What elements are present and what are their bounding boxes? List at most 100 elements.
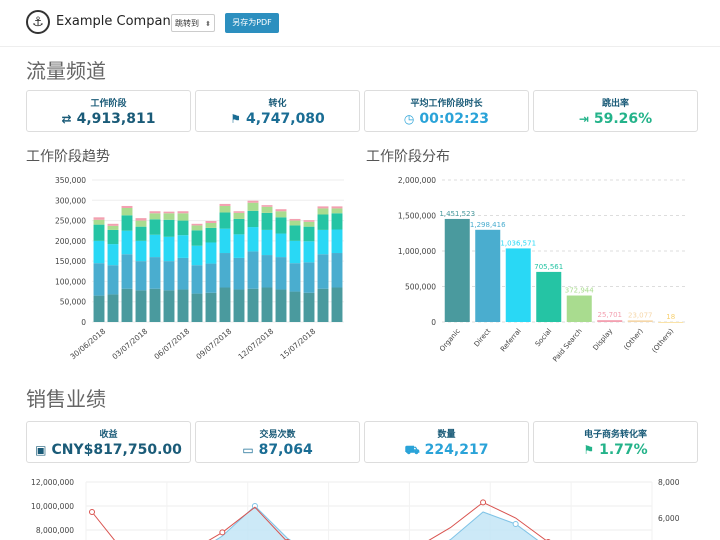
y-tick-label: 200,000 <box>55 237 86 246</box>
bar-segment <box>205 220 217 224</box>
data-label: 705,561 <box>534 263 563 271</box>
area-point <box>512 521 519 527</box>
select-caret-icon: ⬍ <box>205 20 211 28</box>
bar-segment <box>261 205 273 207</box>
kpi-value-row: ⇥ 59.26% <box>534 111 697 127</box>
bar-segment <box>275 289 287 322</box>
bar-segment <box>93 219 105 225</box>
bar-segment <box>135 220 147 227</box>
bar-segment <box>261 212 273 230</box>
bar-segment <box>177 235 189 258</box>
y-tick-label: 12,000,000 <box>31 478 74 487</box>
bar-segment <box>331 206 343 209</box>
credit-card-icon: ▭ <box>242 443 254 457</box>
bar <box>566 295 592 322</box>
y-tick-label: 500,000 <box>405 283 436 292</box>
traffic-section-title: 流量频道 <box>26 59 106 83</box>
bar-segment <box>275 209 287 212</box>
kpi-value: 4,913,811 <box>76 111 156 127</box>
flag-icon: ⚑ <box>230 112 241 126</box>
line-point <box>89 509 95 515</box>
bar-segment <box>93 295 105 322</box>
bar-segment <box>289 225 301 241</box>
y-tick-label: 100,000 <box>55 277 86 286</box>
bar-segment <box>177 211 189 214</box>
bar-segment <box>261 206 273 213</box>
bar-segment <box>121 230 133 255</box>
bar-segment <box>317 206 329 209</box>
bar-segment <box>205 292 217 322</box>
kpi-card: 数量 ⛟ 224,217 <box>364 421 529 463</box>
bar-segment <box>149 211 161 214</box>
bar-segment <box>289 291 301 322</box>
area-point <box>251 503 258 509</box>
traffic-kpi-row: 工作阶段 ⇄ 4,913,811 转化 ⚑ 4,747,080 平均工作阶段时长 ◷ 00:02… <box>26 90 698 132</box>
bar-segment <box>331 208 343 214</box>
x-tick-label: Display <box>592 327 615 352</box>
bar-segment <box>121 207 133 216</box>
x-tick-label: Paid Search <box>551 327 583 363</box>
bar-segment <box>149 288 161 322</box>
y-tick-label: 50,000 <box>60 298 86 307</box>
kpi-card: 平均工作阶段时长 ◷ 00:02:23 <box>364 90 529 132</box>
kpi-value: 4,747,080 <box>245 111 325 127</box>
x-tick-label: 12/07/2018 <box>236 326 275 361</box>
area-series <box>215 505 539 540</box>
data-label: 25,701 <box>598 311 623 319</box>
bar-segment <box>107 265 119 295</box>
save-as-pdf-button[interactable]: 另存为PDF <box>225 13 279 33</box>
kpi-label: 转化 <box>268 99 287 109</box>
y-tick-label: 300,000 <box>55 196 86 205</box>
sales-line-chart: 12,000,000 10,000,000 8,000,000 8,000 6,000 <box>31 478 680 540</box>
bar-segment <box>135 290 147 322</box>
kpi-value-row: ⇄ 4,913,811 <box>27 111 190 127</box>
kpi-value-row: ⚑ 1.77% <box>534 442 697 458</box>
kpi-value: 00:02:23 <box>419 111 490 127</box>
sessions-trend-title: 工作阶段趋势 <box>26 149 110 165</box>
x-tick-label: (Others) <box>651 327 676 355</box>
bar-segment <box>289 220 301 226</box>
y2-tick-label: 8,000 <box>658 478 680 487</box>
line-series <box>91 501 547 540</box>
y-tick-label: 0 <box>431 318 436 327</box>
bar-segment <box>205 227 217 243</box>
bar <box>597 320 623 322</box>
bar-segment <box>247 288 259 322</box>
kpi-value-row: ⚑ 4,747,080 <box>196 111 359 127</box>
bar-segment <box>205 263 217 293</box>
kpi-label: 数量 <box>437 430 456 440</box>
y-tick-label: 1,500,000 <box>398 212 436 221</box>
kpi-label: 电子商务转化率 <box>583 430 647 440</box>
sign-out-icon: ⇥ <box>578 112 589 126</box>
bar-segment <box>107 294 119 322</box>
jump-to-select[interactable]: 跳转到 ⬍ <box>171 14 215 32</box>
bar-segment <box>233 289 245 322</box>
bar-segment <box>261 229 273 256</box>
y-tick-label: 10,000,000 <box>31 502 74 511</box>
bar-segment <box>247 227 259 252</box>
bar-segment <box>233 212 245 219</box>
bar-segment <box>233 257 245 290</box>
bar-segment <box>191 293 203 322</box>
kpi-value-row: ▣ CNY$817,750.00 <box>27 442 190 458</box>
bar-segment <box>135 218 147 221</box>
bar-segment <box>93 263 105 296</box>
bar-segment <box>317 229 329 255</box>
flag-icon: ⚑ <box>583 443 595 457</box>
kpi-card: 跳出率 ⇥ 59.26% <box>533 90 698 132</box>
kpi-label: 跳出率 <box>601 99 629 109</box>
kpi-label: 交易次数 <box>259 430 296 440</box>
bar-segment <box>191 225 203 231</box>
bar-segment <box>163 261 175 291</box>
bar-segment <box>177 213 189 221</box>
bar-segment <box>219 205 231 213</box>
bar <box>475 229 501 322</box>
clock-icon: ◷ <box>403 112 415 126</box>
bar-segment <box>303 221 315 227</box>
bar-segment <box>135 240 147 262</box>
kpi-label: 平均工作阶段时长 <box>410 99 483 109</box>
bar-segment <box>247 200 259 203</box>
bar-segment <box>303 262 315 293</box>
bar-segment <box>177 289 189 322</box>
bar-segment <box>93 240 105 264</box>
